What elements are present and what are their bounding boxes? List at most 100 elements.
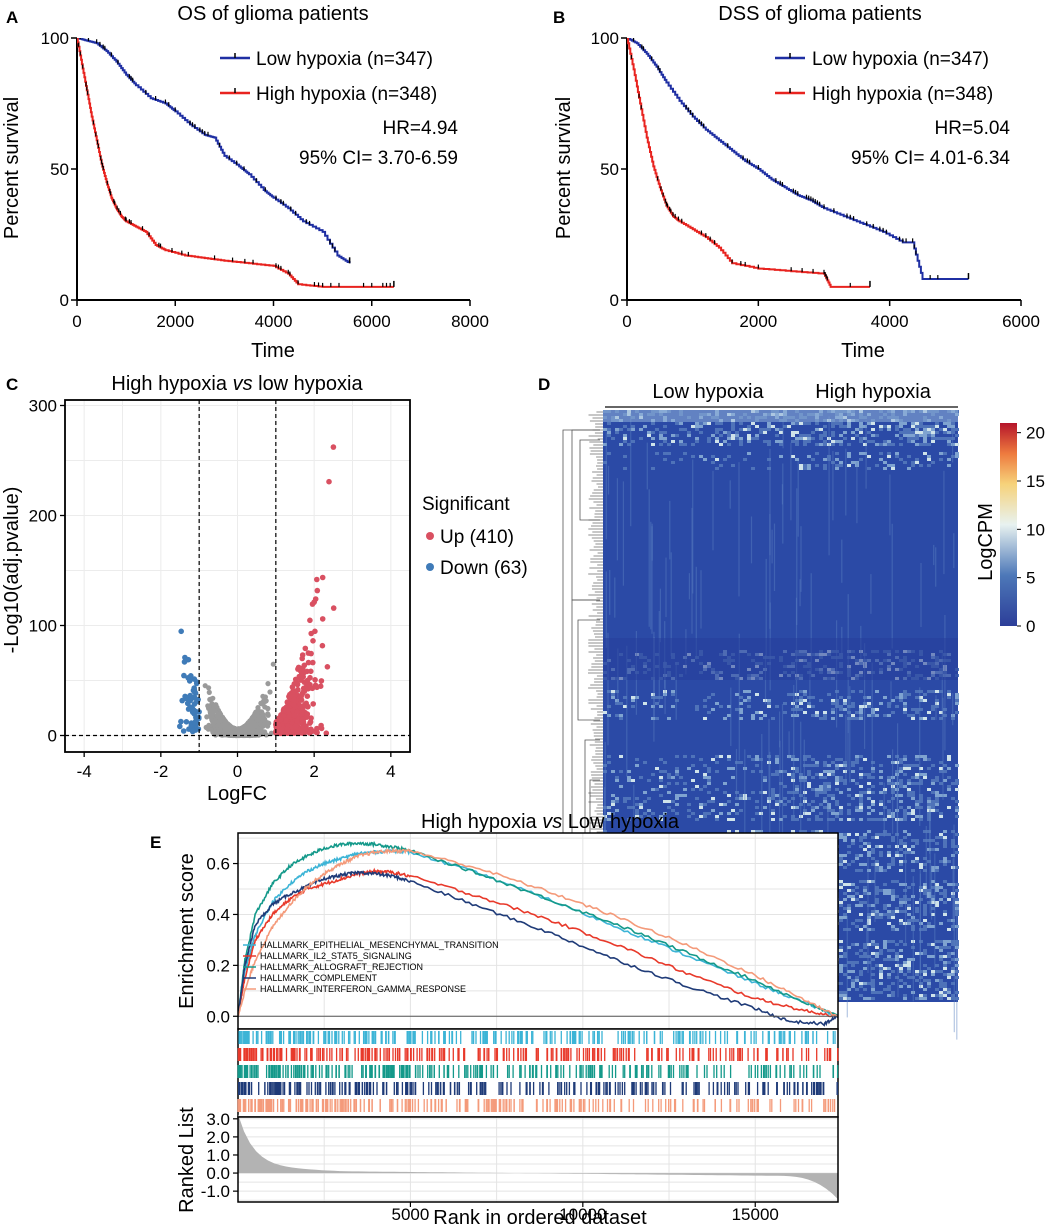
heatmap-cell	[955, 455, 959, 458]
heatmap-cell	[695, 422, 699, 425]
heatmap-cell	[859, 440, 863, 443]
heatmap-cell	[935, 869, 939, 872]
heatmap-cell	[851, 883, 855, 886]
heatmap-cell	[863, 758, 867, 761]
heatmap-cell	[803, 797, 807, 800]
heatmap-cell	[935, 964, 939, 967]
y-tick-label: 100	[591, 29, 619, 48]
heatmap-cell	[711, 708, 715, 711]
heatmap-cell	[955, 815, 959, 818]
heatmap-cell	[671, 800, 675, 803]
heatmap-cell	[923, 452, 927, 455]
volcano-title: High hypoxia vs low hypoxia	[111, 373, 363, 395]
heatmap-cell	[619, 755, 623, 758]
heatmap-cell	[815, 794, 819, 797]
heatmap-cell	[899, 904, 903, 907]
heatmap-cell	[899, 901, 903, 904]
heatmap-cell	[903, 767, 907, 770]
heatmap-cell	[847, 851, 851, 854]
heatmap-cell	[607, 428, 611, 431]
heatmap-cell	[695, 770, 699, 773]
heatmap-cell	[863, 946, 867, 949]
heatmap-cell	[899, 883, 903, 886]
point-down	[183, 719, 190, 725]
heatmap-cell	[859, 773, 863, 776]
heatmap-cell	[887, 755, 891, 758]
heatmap-cell	[915, 952, 919, 955]
heatmap-cell	[807, 785, 811, 788]
heatmap-cell	[779, 455, 783, 458]
heatmap-cell	[899, 699, 903, 702]
heatmap-cell	[791, 791, 795, 794]
heatmap-cell	[723, 431, 727, 434]
heatmap-cell	[691, 788, 695, 791]
heatmap-cell	[891, 958, 895, 961]
heatmap-cell	[927, 431, 931, 434]
heatmap-cell	[619, 717, 623, 720]
heatmap-cell	[607, 755, 611, 758]
heatmap-cell	[923, 973, 927, 976]
heatmap-cell	[911, 818, 915, 821]
heatmap-cell	[835, 440, 839, 443]
heatmap-cell	[711, 758, 715, 761]
heatmap-cell	[879, 443, 883, 446]
heatmap-cell	[915, 901, 919, 904]
heatmap-cell	[623, 425, 627, 428]
heatmap-cell	[775, 440, 779, 443]
heatmap-cell	[839, 764, 843, 767]
heatmap-cell	[635, 758, 639, 761]
heatmap-cell	[887, 955, 891, 958]
heatmap-cell	[955, 851, 959, 854]
heatmap-cell	[927, 767, 931, 770]
heatmap-cell	[791, 773, 795, 776]
heatmap-cell	[903, 785, 907, 788]
heatmap-cell	[943, 943, 947, 946]
heatmap-cell	[915, 803, 919, 806]
heatmap-cell	[715, 818, 719, 821]
heatmap-cell	[883, 913, 887, 916]
heatmap-cell	[799, 464, 803, 467]
heatmap-cell	[923, 776, 927, 779]
heatmap-cell	[931, 428, 935, 431]
heatmap-cell	[871, 857, 875, 860]
heatmap-cell	[623, 800, 627, 803]
heatmap-cell	[899, 806, 903, 809]
point-not-significant	[237, 728, 243, 734]
heatmap-cell	[831, 797, 835, 800]
heatmap-cell	[931, 839, 935, 842]
heatmap-cell	[867, 797, 871, 800]
heatmap-cell	[947, 919, 951, 922]
heatmap-cell	[803, 779, 807, 782]
heatmap-cell	[675, 773, 679, 776]
volcano-x-label: LogFC	[207, 783, 267, 805]
heatmap-cell	[815, 818, 819, 821]
heatmap-cell	[643, 761, 647, 764]
heatmap-cell	[903, 702, 907, 705]
heatmap-cell	[887, 940, 891, 943]
point-up	[310, 659, 316, 666]
heatmap-cell	[927, 800, 931, 803]
heatmap-cell	[903, 815, 907, 818]
point-down	[191, 685, 197, 691]
point-up	[319, 616, 326, 622]
heatmap-cell	[803, 440, 807, 443]
heatmap-cell	[763, 776, 767, 779]
heatmap-cell	[607, 452, 611, 455]
heatmap-cell	[863, 848, 867, 851]
heatmap-cell	[887, 851, 891, 854]
heatmap-cell	[835, 779, 839, 782]
heatmap-cell	[715, 761, 719, 764]
heatmap-cell	[815, 773, 819, 776]
heatmap-cell	[915, 764, 919, 767]
heatmap-cell	[879, 952, 883, 955]
heatmap-cell	[855, 833, 859, 836]
heatmap-cell	[911, 717, 915, 720]
heatmap-cell	[839, 443, 843, 446]
heatmap-cell	[871, 958, 875, 961]
heatmap-cell	[839, 883, 843, 886]
heatmap-cell	[671, 461, 675, 464]
heatmap-cell	[887, 440, 891, 443]
heatmap-cell	[911, 440, 915, 443]
heatmap-cell	[811, 806, 815, 809]
heatmap-cell	[655, 428, 659, 431]
